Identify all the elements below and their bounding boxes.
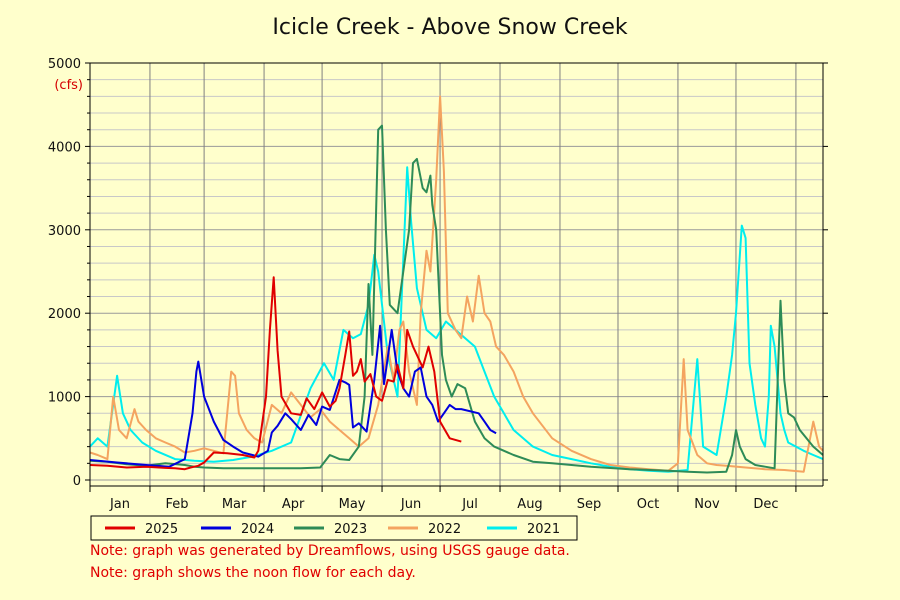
series-line-2022 [89,95,824,473]
y-tick-label: 3000 [48,224,81,239]
axes: 0 1000 2000 3000 4000 5000 Jan Feb Mar Apr May Jun J… [48,57,828,512]
y-tick-label: 1000 [48,391,81,406]
series-lines [89,95,824,474]
y-tick-label: 2000 [48,307,81,322]
x-tick-label: Aug [517,497,542,512]
legend-label-2022: 2022 [428,522,461,537]
y-tick-label: 4000 [48,140,81,155]
x-tick-label: Oct [637,497,659,512]
grid [89,62,823,486]
y-unit-label: (cfs) [54,78,83,93]
x-tick-label: Sep [577,497,602,512]
x-tick-label: May [339,497,366,512]
legend-label-2023: 2023 [334,522,367,537]
x-tick-label: Jun [400,497,421,512]
chart-title: Icicle Creek - Above Snow Creek [272,15,627,40]
note-noon-flow: Note: graph shows the noon flow for each… [90,565,416,581]
x-tick-label: Mar [222,497,247,512]
note-source: Note: graph was generated by Dreamflows,… [90,543,570,559]
x-tick-label: Jan [109,497,130,512]
x-tick-label: Apr [282,497,305,512]
x-tick-label: Dec [753,497,778,512]
x-tick-label: Nov [694,497,720,512]
series-line-2024 [89,324,497,468]
legend-label-2024: 2024 [241,522,274,537]
y-tick-label: 5000 [48,57,81,72]
series-line-2025 [89,276,462,471]
series-line-2021 [89,166,824,473]
legend-label-2021: 2021 [527,522,560,537]
series-line-2023 [89,124,824,474]
legend-label-2025: 2025 [145,522,178,537]
x-tick-label: Jul [461,497,478,512]
y-tick-label: 0 [73,474,81,489]
x-tick-label: Feb [166,497,189,512]
legend-box [90,515,578,541]
legend: 2025 2024 2023 2022 2021 [90,515,578,541]
